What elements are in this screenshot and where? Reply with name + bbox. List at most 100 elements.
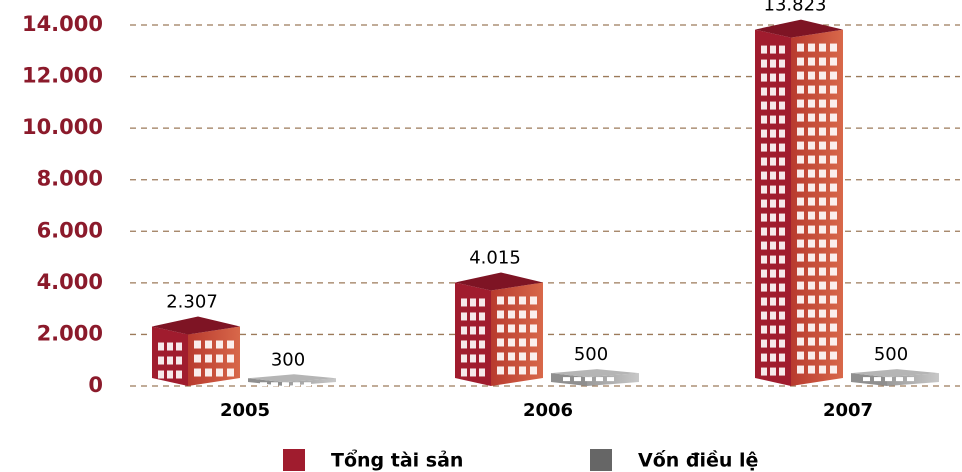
window [770, 256, 776, 264]
window [227, 369, 234, 377]
window [779, 74, 785, 82]
window [830, 86, 837, 94]
window [779, 46, 785, 54]
window [779, 354, 785, 362]
window [797, 114, 804, 122]
window [779, 186, 785, 194]
window [907, 377, 914, 381]
window [530, 338, 537, 346]
window [808, 366, 815, 374]
window [779, 130, 785, 138]
window [808, 128, 815, 136]
x-tick-label: 2006 [523, 400, 573, 421]
window [176, 343, 182, 351]
window [808, 100, 815, 108]
window [167, 371, 173, 379]
window [808, 44, 815, 52]
window [519, 324, 526, 332]
window [830, 352, 837, 360]
window [479, 368, 485, 376]
window [158, 357, 164, 365]
window [205, 341, 212, 349]
building-side [791, 30, 843, 386]
window [519, 366, 526, 374]
building [248, 374, 336, 386]
window [461, 368, 467, 376]
window [519, 352, 526, 360]
window [819, 58, 826, 66]
window [779, 214, 785, 222]
building [551, 369, 639, 386]
window [830, 198, 837, 206]
window [770, 284, 776, 292]
x-tick-label: 2005 [220, 400, 270, 421]
window [227, 341, 234, 349]
window [819, 156, 826, 164]
building [851, 369, 939, 386]
window [830, 282, 837, 290]
window [885, 377, 892, 381]
y-tick-label: 8.000 [37, 167, 103, 191]
window [830, 254, 837, 262]
window [761, 228, 767, 236]
window [797, 282, 804, 290]
window [470, 368, 476, 376]
window [779, 200, 785, 208]
window [819, 352, 826, 360]
window [519, 296, 526, 304]
window [808, 198, 815, 206]
window [761, 368, 767, 376]
building [755, 20, 843, 386]
window [808, 282, 815, 290]
window [808, 240, 815, 248]
window [770, 130, 776, 138]
window [497, 366, 504, 374]
y-tick-label: 10.000 [22, 115, 103, 139]
value-label: 13.823 [764, 0, 827, 16]
window [530, 310, 537, 318]
value-label: 300 [271, 349, 305, 370]
window [797, 324, 804, 332]
value-label: 4.015 [469, 247, 521, 268]
window [830, 240, 837, 248]
window [779, 340, 785, 348]
window [830, 324, 837, 332]
window [508, 310, 515, 318]
window [158, 343, 164, 351]
window [470, 354, 476, 362]
window [830, 142, 837, 150]
window [819, 324, 826, 332]
window [530, 352, 537, 360]
window [819, 226, 826, 234]
window [761, 60, 767, 68]
window [530, 366, 537, 374]
window [761, 354, 767, 362]
window [797, 310, 804, 318]
window [770, 144, 776, 152]
window [770, 228, 776, 236]
window [797, 72, 804, 80]
window [808, 58, 815, 66]
window [216, 355, 223, 363]
window [770, 340, 776, 348]
window [797, 268, 804, 276]
window [563, 377, 570, 381]
window [779, 60, 785, 68]
window [761, 270, 767, 278]
window [819, 310, 826, 318]
window [863, 377, 870, 381]
window [830, 226, 837, 234]
window [819, 254, 826, 262]
window [761, 256, 767, 264]
window [779, 144, 785, 152]
window [194, 355, 201, 363]
window [497, 352, 504, 360]
window [797, 296, 804, 304]
window [470, 312, 476, 320]
window [830, 114, 837, 122]
window [808, 226, 815, 234]
window [497, 310, 504, 318]
window [461, 312, 467, 320]
window [770, 74, 776, 82]
window [761, 88, 767, 96]
